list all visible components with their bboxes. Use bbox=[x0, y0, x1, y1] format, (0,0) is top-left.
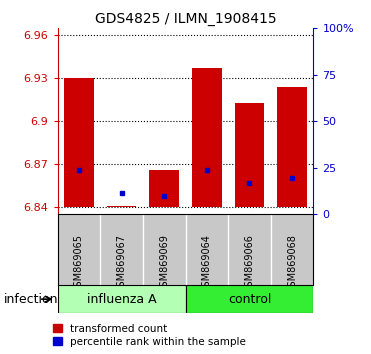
FancyBboxPatch shape bbox=[58, 285, 186, 313]
Text: control: control bbox=[228, 293, 271, 306]
Bar bbox=[234, 103, 265, 207]
Bar bbox=[64, 78, 94, 207]
FancyBboxPatch shape bbox=[186, 285, 313, 313]
Legend: transformed count, percentile rank within the sample: transformed count, percentile rank withi… bbox=[53, 324, 246, 347]
Text: infection: infection bbox=[4, 293, 58, 306]
Title: GDS4825 / ILMN_1908415: GDS4825 / ILMN_1908415 bbox=[95, 12, 276, 26]
Text: influenza A: influenza A bbox=[87, 293, 156, 306]
Bar bbox=[277, 87, 307, 207]
Bar bbox=[192, 68, 222, 207]
Bar bbox=[106, 206, 137, 207]
Bar bbox=[149, 170, 179, 207]
